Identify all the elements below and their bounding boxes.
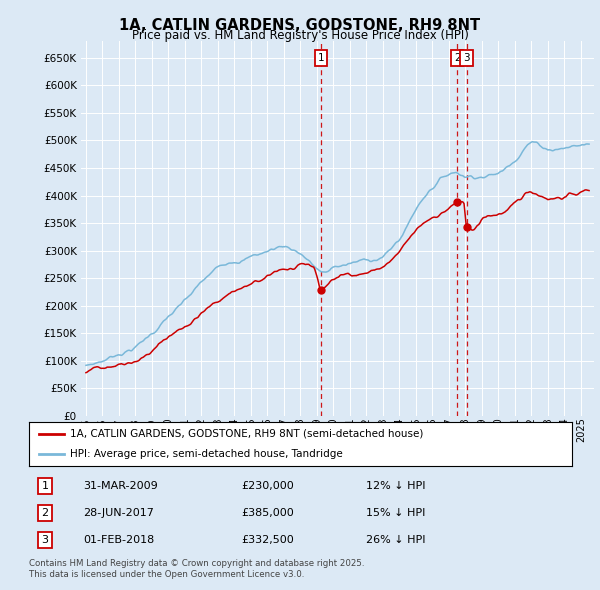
Text: £332,500: £332,500 bbox=[241, 535, 293, 545]
Text: 3: 3 bbox=[41, 535, 49, 545]
Text: HPI: Average price, semi-detached house, Tandridge: HPI: Average price, semi-detached house,… bbox=[70, 449, 343, 459]
Text: £230,000: £230,000 bbox=[241, 481, 293, 491]
Text: 01-FEB-2018: 01-FEB-2018 bbox=[83, 535, 154, 545]
Text: Contains HM Land Registry data © Crown copyright and database right 2025.
This d: Contains HM Land Registry data © Crown c… bbox=[29, 559, 364, 579]
Text: Price paid vs. HM Land Registry's House Price Index (HPI): Price paid vs. HM Land Registry's House … bbox=[131, 30, 469, 42]
Text: 1A, CATLIN GARDENS, GODSTONE, RH9 8NT: 1A, CATLIN GARDENS, GODSTONE, RH9 8NT bbox=[119, 18, 481, 32]
Text: 26% ↓ HPI: 26% ↓ HPI bbox=[366, 535, 425, 545]
Text: 31-MAR-2009: 31-MAR-2009 bbox=[83, 481, 158, 491]
Text: £385,000: £385,000 bbox=[241, 508, 293, 518]
Text: 2: 2 bbox=[41, 508, 49, 518]
Text: 3: 3 bbox=[463, 53, 470, 63]
Text: 1: 1 bbox=[317, 53, 325, 63]
Text: 2: 2 bbox=[454, 53, 460, 63]
Text: 28-JUN-2017: 28-JUN-2017 bbox=[83, 508, 154, 518]
Text: 1: 1 bbox=[41, 481, 49, 491]
Text: 12% ↓ HPI: 12% ↓ HPI bbox=[366, 481, 425, 491]
Text: 1A, CATLIN GARDENS, GODSTONE, RH9 8NT (semi-detached house): 1A, CATLIN GARDENS, GODSTONE, RH9 8NT (s… bbox=[70, 429, 423, 439]
Text: 15% ↓ HPI: 15% ↓ HPI bbox=[366, 508, 425, 518]
